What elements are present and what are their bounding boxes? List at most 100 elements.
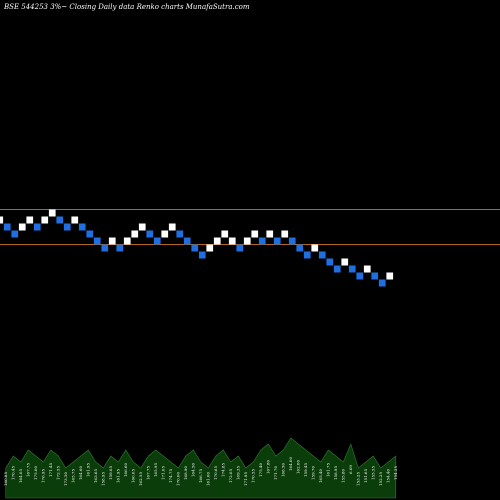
price-label: 175.00 [33,466,38,480]
renko-bricks [0,209,394,287]
renko-brick-down [378,279,386,287]
renko-brick-up [213,237,221,245]
volume-fill [5,437,397,499]
price-label: 151.65 [363,469,368,483]
price-label: 167.75 [145,466,150,480]
renko-brick-up [206,244,214,252]
price-label: 162.00 [295,460,300,474]
renko-brick-up [311,244,319,252]
price-label: 166.75 [198,469,203,483]
renko-brick-up [168,223,176,231]
renko-brick-down [273,237,281,245]
renko-brick-up [386,272,394,280]
price-label: 154.40 [385,469,390,483]
renko-brick-down [78,223,86,231]
price-label: 159.05 [108,466,113,480]
renko-brick-up [281,230,289,238]
renko-brick-down [183,237,191,245]
renko-brick-down [303,251,311,259]
price-label: 170.45 [10,466,15,480]
price-label: 168.90 [183,466,188,480]
renko-brick-up [138,223,146,231]
price-label: 171.05 [160,466,165,480]
renko-brick-up [363,265,371,273]
renko-brick-up [26,216,34,224]
price-label: 165.95 [153,463,158,477]
price-label: 170.65 [213,466,218,480]
renko-brick-up [243,237,251,245]
renko-brick-up [0,216,4,224]
price-label: 160.85 [3,472,8,486]
price-label: 165.40 [318,469,323,483]
price-label: 176.95 [40,469,45,483]
price-label: 166.60 [123,463,128,477]
price-label: 154.25 [393,466,398,480]
renko-brick-up [71,216,79,224]
price-label: 153.25 [355,472,360,486]
price-label: 167.80 [265,460,270,474]
renko-brick-down [146,230,154,238]
price-label: 175.40 [258,463,263,477]
price-label: 159.70 [310,466,315,480]
price-label: 161.95 [85,463,90,477]
price-label: 161.00 [205,472,210,486]
renko-brick-down [63,223,71,231]
price-label: 161.95 [115,469,120,483]
price-label: 158.95 [333,466,338,480]
price-label: 172.05 [228,469,233,483]
renko-brick-down [356,272,364,280]
renko-brick-down [116,244,124,252]
renko-brick-up [251,230,259,238]
renko-brick-up [266,230,274,238]
chart-title: BSE 544253 3%~ Closing Daily data Renko … [3,3,250,11]
price-label: 155.55 [370,466,375,480]
renko-brick-down [326,258,334,266]
renko-brick-down [258,237,266,245]
price-label: 164.50 [190,463,195,477]
renko-brick-down [236,244,244,252]
renko-brick-up [108,237,116,245]
renko-brick-up [341,258,349,266]
price-label: 171.95 [243,472,248,486]
price-labels: 160.85 170.45 164.05 167.75 175.00 176.95 171.… [3,457,398,486]
price-label: 158.95 [100,472,105,486]
price-label: 164.00 [288,457,293,471]
price-label: 163.65 [93,469,98,483]
renko-brick-down [3,223,11,231]
price-label: 164.05 [18,469,23,483]
price-label: 169.35 [235,466,240,480]
renko-brick-down [176,230,184,238]
price-label: 171.45 [48,463,53,477]
price-label: 167.75 [25,463,30,477]
price-label: 164.60 [78,466,83,480]
price-label: 172.55 [55,466,60,480]
price-label: 170.00 [175,472,180,486]
price-label: 171.70 [273,466,278,480]
renko-brick-up [48,209,56,217]
price-label: 173.50 [63,472,68,486]
renko-brick-down [371,272,379,280]
renko-brick-down [11,230,19,238]
volume-area [5,437,397,499]
price-label: 6.09 [348,465,353,474]
price-label: 162.55 [138,472,143,486]
price-label: 160.05 [130,469,135,483]
renko-brick-up [41,216,49,224]
renko-brick-down [33,223,41,231]
renko-brick-up [228,237,236,245]
price-label: 165.75 [70,469,75,483]
renko-brick-down [318,251,326,259]
price-label: 161.75 [325,463,330,477]
renko-brick-up [161,230,169,238]
price-label: 155.80 [340,469,345,483]
renko-brick-up [123,237,131,245]
price-label: 168.50 [280,463,285,477]
renko-brick-down [198,251,206,259]
price-label: 159.45 [303,463,308,477]
renko-brick-down [86,230,94,238]
renko-brick-up [131,230,139,238]
price-label: 174.85 [220,463,225,477]
renko-brick-down [101,244,109,252]
